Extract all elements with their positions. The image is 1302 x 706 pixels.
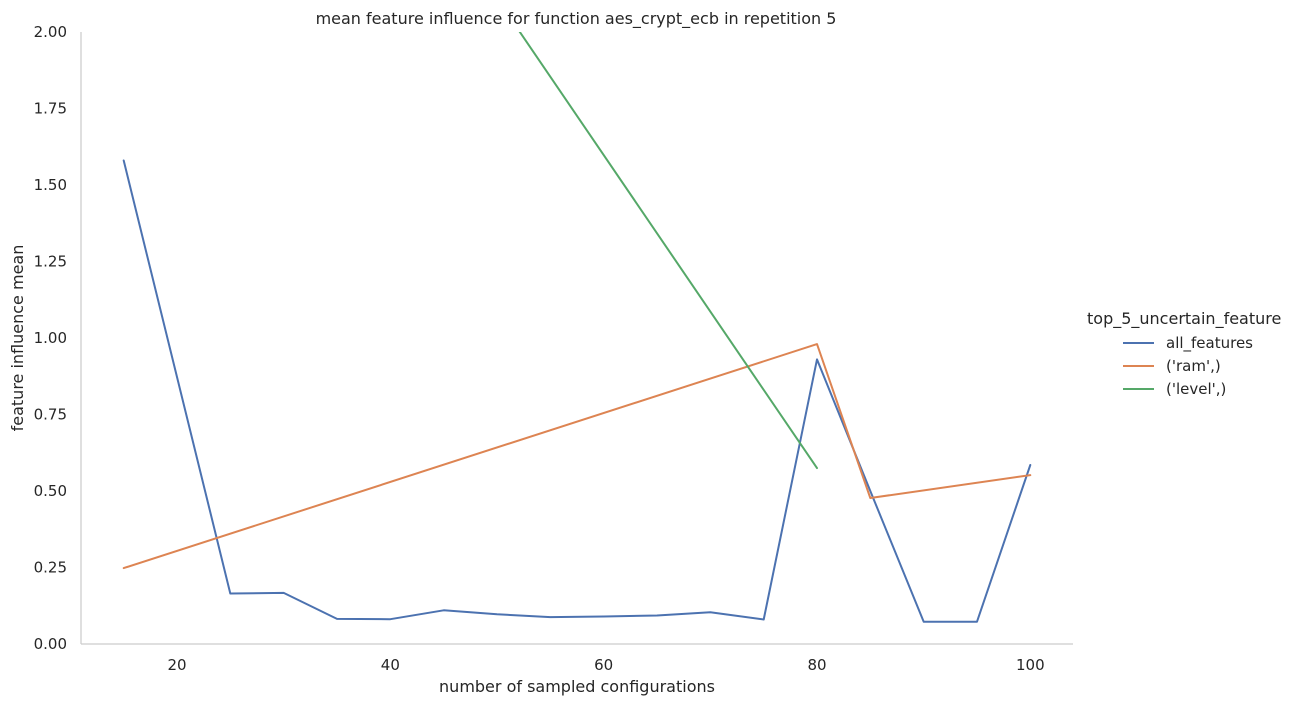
legend-title: top_5_uncertain_feature	[1087, 309, 1281, 329]
series-layer	[122, 32, 1032, 623]
x-tick-label: 40	[381, 656, 400, 674]
series-line	[122, 159, 1032, 623]
y-tick-label: 1.00	[34, 329, 67, 347]
legend-items: all_features ('ram',) ('level',)	[1123, 334, 1253, 398]
x-axis-label: number of sampled configurations	[439, 677, 715, 696]
y-axis-label: feature influence mean	[8, 245, 27, 432]
series-2	[518, 32, 818, 470]
legend-label: ('ram',)	[1166, 357, 1221, 375]
x-tick-label: 60	[594, 656, 613, 674]
y-ticks: 0.00 0.25 0.50 0.75 1.00 1.25 1.50 1.75 2.00	[34, 23, 67, 653]
axes	[80, 32, 1073, 645]
legend-label: all_features	[1166, 334, 1253, 353]
series-line	[122, 343, 1032, 570]
chart-title: mean feature influence for function aes_…	[316, 9, 837, 29]
series-0	[122, 159, 1032, 623]
y-tick-label: 1.75	[34, 100, 67, 118]
series-line	[518, 32, 818, 470]
y-tick-label: 0.25	[34, 559, 67, 577]
y-tick-label: 1.25	[34, 253, 67, 271]
series-1	[122, 343, 1032, 570]
x-tick-label: 20	[167, 656, 186, 674]
y-tick-label: 0.50	[34, 482, 67, 500]
legend-item: all_features	[1123, 334, 1253, 353]
x-ticks: 20 40 60 80 100	[167, 656, 1044, 674]
x-tick-label: 80	[807, 656, 826, 674]
legend-label: ('level',)	[1166, 380, 1226, 398]
x-tick-label: 100	[1016, 656, 1045, 674]
legend-item: ('level',)	[1123, 380, 1226, 398]
y-tick-label: 2.00	[34, 23, 67, 41]
y-tick-label: 0.75	[34, 406, 67, 424]
legend-item: ('ram',)	[1123, 357, 1221, 375]
legend: top_5_uncertain_feature all_features ('ra…	[1087, 309, 1281, 398]
y-tick-label: 1.50	[34, 176, 67, 194]
y-tick-label: 0.00	[34, 635, 67, 653]
